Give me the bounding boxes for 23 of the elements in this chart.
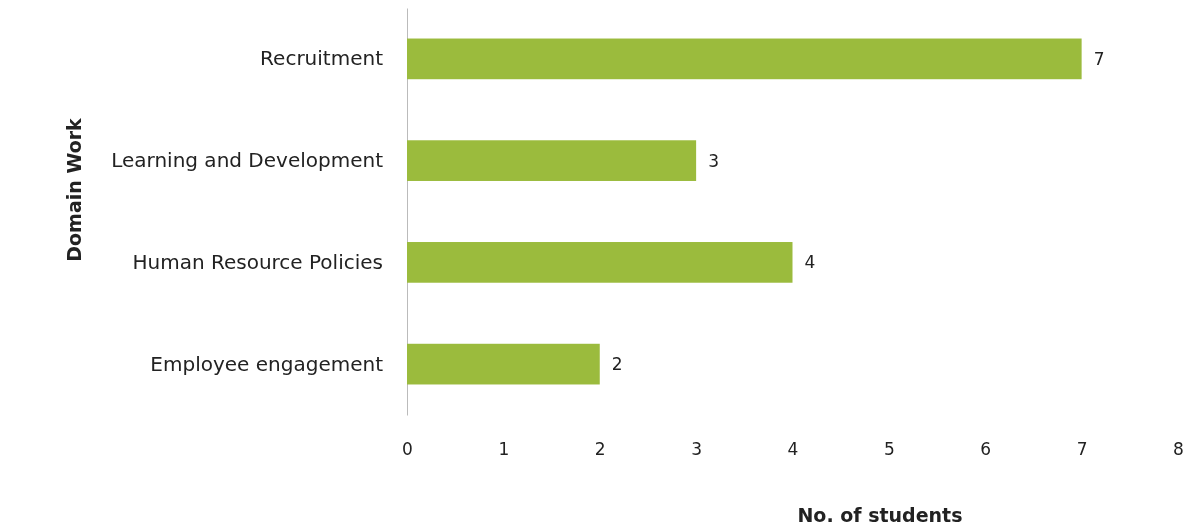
x-tick-label: 8	[1173, 439, 1184, 460]
x-axis-title: No. of students	[797, 504, 963, 526]
x-tick-label: 3	[691, 439, 703, 460]
data-label: 4	[804, 252, 816, 273]
x-tick-label: 0	[402, 439, 413, 460]
data-label: 3	[708, 150, 719, 171]
x-tick-label: 6	[980, 439, 992, 460]
y-tick-label: Recruitment	[260, 46, 384, 71]
x-tick-label: 4	[787, 439, 799, 460]
y-axis-title: Domain Work	[63, 117, 86, 262]
x-tick-label: 5	[883, 439, 895, 460]
bar	[407, 38, 1082, 80]
y-tick-label: Human Resource Policies	[132, 249, 383, 274]
data-label: 7	[1093, 48, 1105, 69]
data-label: 2	[611, 354, 623, 375]
bar	[407, 343, 600, 385]
bar	[407, 140, 697, 181]
x-tick-label: 1	[498, 439, 510, 460]
bar	[407, 242, 793, 283]
x-tick-label: 7	[1076, 439, 1088, 460]
y-tick-label: Learning and Development	[111, 148, 384, 173]
x-tick-label: 2	[594, 439, 606, 460]
y-tick-label: Employee engagement	[150, 351, 384, 376]
